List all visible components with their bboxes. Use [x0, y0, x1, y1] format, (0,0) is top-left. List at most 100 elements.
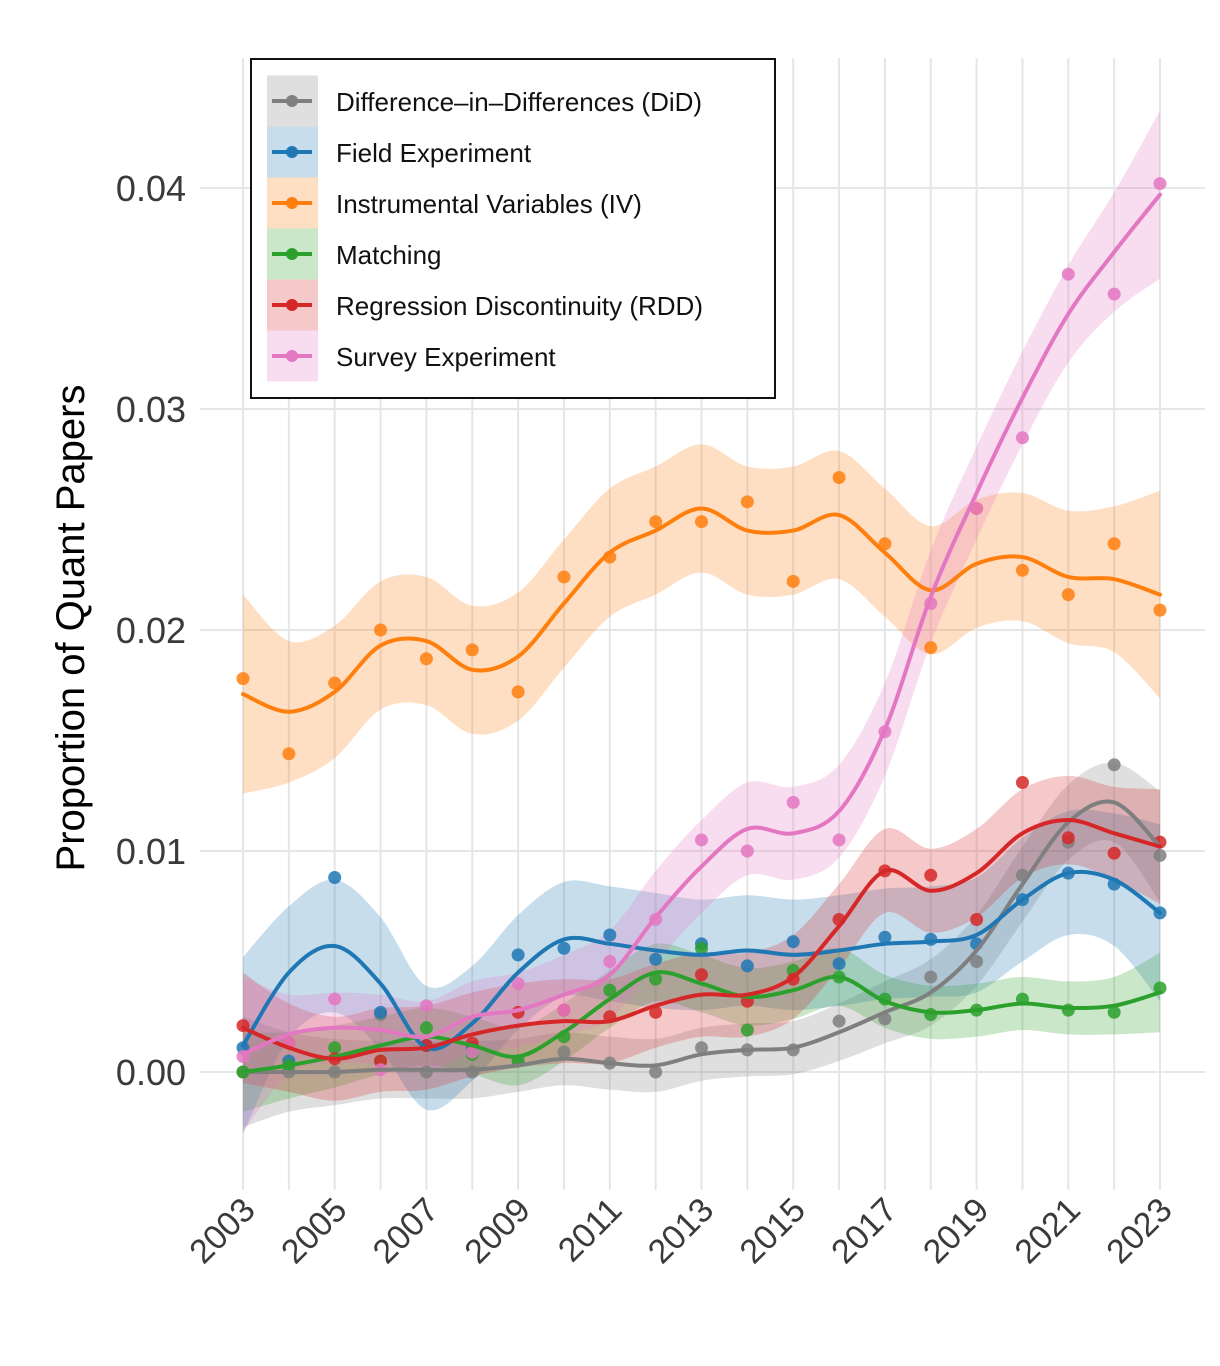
- x-tick-label: 2009: [457, 1191, 537, 1271]
- legend-item-regression-discontinuity-rdd: Regression Discontinuity (RDD): [267, 279, 703, 331]
- data-point-field-experiment: [328, 871, 342, 885]
- data-point-regression-discontinuity-rdd: [970, 913, 984, 927]
- legend-point-swatch: [286, 146, 298, 158]
- data-point-survey-experiment: [740, 844, 754, 858]
- data-point-difference-in-differences-did: [419, 1065, 433, 1079]
- data-point-field-experiment: [740, 959, 754, 973]
- legend-label: Field Experiment: [336, 138, 532, 168]
- confidence-band-instrumental-variables-iv: [243, 444, 1160, 794]
- data-point-field-experiment: [511, 948, 525, 962]
- y-tick-label: 0.03: [116, 389, 186, 430]
- data-point-difference-in-differences-did: [924, 970, 938, 984]
- legend-label: Instrumental Variables (IV): [336, 189, 642, 219]
- x-tick-label: 2007: [366, 1191, 446, 1271]
- data-point-survey-experiment: [419, 999, 433, 1013]
- data-point-field-experiment: [557, 941, 571, 955]
- data-point-survey-experiment: [1015, 431, 1029, 445]
- legend-point-swatch: [286, 248, 298, 260]
- smoothed-line-regression-discontinuity-rdd: [241, 818, 1162, 1061]
- legend-item-field-experiment: Field Experiment: [267, 126, 532, 178]
- data-point-difference-in-differences-did: [970, 955, 984, 968]
- data-point-difference-in-differences-did: [649, 1065, 663, 1079]
- data-point-instrumental-variables-iv: [465, 643, 479, 657]
- legend-point-swatch: [286, 95, 298, 107]
- data-point-difference-in-differences-did: [695, 1041, 708, 1055]
- data-point-matching: [1107, 1005, 1121, 1019]
- data-point-matching: [1153, 981, 1167, 995]
- x-tick-label: 2011: [551, 1191, 630, 1270]
- data-point-instrumental-variables-iv: [419, 652, 433, 666]
- data-point-matching: [328, 1041, 342, 1055]
- data-point-instrumental-variables-iv: [832, 471, 846, 485]
- x-tick-label: 2021: [1008, 1191, 1088, 1271]
- data-point-instrumental-variables-iv: [786, 574, 800, 588]
- data-point-regression-discontinuity-rdd: [1107, 846, 1121, 860]
- data-point-survey-experiment: [1107, 287, 1121, 301]
- data-point-instrumental-variables-iv: [1015, 563, 1029, 577]
- smoothed-line-survey-experiment: [241, 192, 1162, 1057]
- x-tick-label: 2013: [641, 1191, 721, 1271]
- data-point-field-experiment: [649, 952, 663, 966]
- data-point-instrumental-variables-iv: [236, 672, 250, 686]
- data-point-survey-experiment: [786, 795, 800, 809]
- data-point-instrumental-variables-iv: [1107, 537, 1121, 551]
- data-point-field-experiment: [374, 1005, 388, 1019]
- x-axis-ticks: 2003 2005 2007 2009 2011 2013 2015 2017 2019 2021…: [182, 1191, 1179, 1271]
- smoothed-line-instrumental-variables-iv: [241, 506, 1162, 714]
- legend-label: Difference–in–Differences (DiD): [336, 87, 702, 117]
- legend-item-survey-experiment: Survey Experiment: [267, 330, 556, 382]
- data-point-survey-experiment: [832, 833, 846, 847]
- x-tick-label: 2019: [916, 1191, 996, 1271]
- data-point-instrumental-variables-iv: [328, 676, 342, 690]
- data-point-instrumental-variables-iv: [282, 747, 296, 761]
- x-tick-label: 2017: [824, 1191, 904, 1271]
- data-point-instrumental-variables-iv: [695, 515, 708, 529]
- y-tick-label: 0.00: [116, 1052, 186, 1093]
- data-point-matching: [419, 1021, 433, 1035]
- legend-label: Regression Discontinuity (RDD): [336, 291, 703, 321]
- data-point-field-experiment: [878, 930, 892, 944]
- legend-item-matching: Matching: [267, 228, 442, 280]
- data-point-matching: [603, 983, 617, 997]
- x-tick-label: 2015: [733, 1191, 813, 1271]
- legend-point-swatch: [286, 299, 298, 311]
- data-point-regression-discontinuity-rdd: [1061, 831, 1075, 845]
- data-point-regression-discontinuity-rdd: [1015, 775, 1029, 789]
- legend-label: Matching: [336, 240, 442, 270]
- smoothed-line-difference-in-differences-did: [241, 799, 1162, 1075]
- legend-box: [250, 58, 776, 399]
- smoothed-line-field-experiment: [241, 869, 1162, 1052]
- data-point-difference-in-differences-did: [465, 1065, 479, 1079]
- data-point-survey-experiment: [465, 1045, 479, 1059]
- x-tick-label: 2023: [1099, 1191, 1179, 1271]
- legend: Difference–in–Differences (DiD) Field Exp…: [250, 58, 776, 399]
- legend-label: Survey Experiment: [336, 342, 556, 372]
- y-tick-label: 0.02: [116, 610, 186, 651]
- y-tick-label: 0.01: [116, 831, 186, 872]
- data-point-survey-experiment: [970, 501, 984, 515]
- data-point-survey-experiment: [1153, 177, 1167, 191]
- x-tick-label: 2005: [274, 1191, 354, 1271]
- data-point-survey-experiment: [557, 1003, 571, 1017]
- smoothed-lines: [241, 192, 1162, 1075]
- data-point-survey-experiment: [511, 977, 525, 991]
- x-tick-label: 2003: [182, 1191, 262, 1271]
- legend-point-swatch: [286, 197, 298, 209]
- data-point-regression-discontinuity-rdd: [649, 1005, 663, 1019]
- data-point-difference-in-differences-did: [832, 1014, 846, 1028]
- data-point-matching: [740, 1023, 754, 1037]
- legend-item-instrumental-variables-iv: Instrumental Variables (IV): [267, 177, 642, 229]
- data-point-field-experiment: [786, 935, 800, 949]
- data-point-instrumental-variables-iv: [740, 495, 754, 509]
- y-axis-ticks: 0.00 0.01 0.02 0.03 0.04: [116, 168, 186, 1093]
- data-point-matching: [695, 941, 708, 955]
- y-axis-label: Proportion of Quant Papers: [49, 385, 93, 872]
- data-point-field-experiment: [603, 928, 617, 942]
- data-point-difference-in-differences-did: [557, 1045, 571, 1059]
- data-point-instrumental-variables-iv: [878, 537, 892, 551]
- data-point-survey-experiment: [603, 955, 617, 968]
- confidence-band-regression-discontinuity-rdd: [243, 775, 1160, 1101]
- data-point-regression-discontinuity-rdd: [695, 968, 708, 982]
- data-point-instrumental-variables-iv: [649, 515, 663, 529]
- data-point-instrumental-variables-iv: [374, 623, 388, 637]
